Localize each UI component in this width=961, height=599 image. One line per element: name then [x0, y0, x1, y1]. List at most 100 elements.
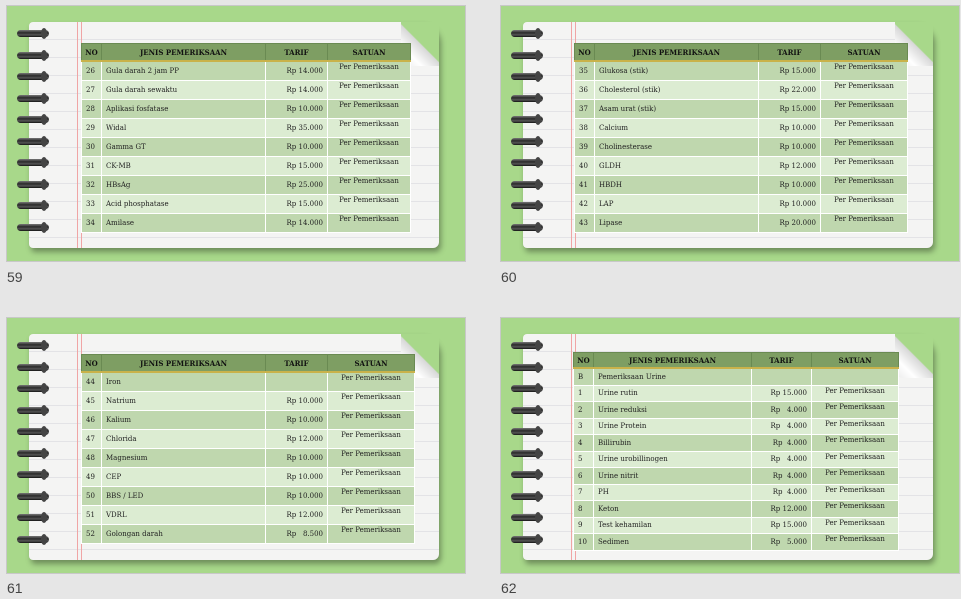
cell-unit: Per Pemeriksaan — [327, 371, 415, 392]
cell-unit: Per Pemeriksaan — [811, 384, 899, 402]
cell-unit: Per Pemeriksaan — [327, 213, 411, 233]
table-row: 35 Glukosa (stik) Rp 15.000 Per Pemeriksaan — [574, 60, 908, 81]
spiral-ring-icon — [511, 157, 543, 168]
spiral-ring-icon — [17, 114, 49, 125]
cell-exam-name: CEP — [101, 467, 266, 487]
table-header-row: NO JENIS PEMERIKSAAN TARIF SATUAN — [573, 352, 899, 369]
cell-exam-name: Asam urat (stik) — [594, 99, 759, 119]
cell-exam-name: Calcium — [594, 118, 759, 138]
table-row: 47 Chlorida Rp 12.000 Per Pemeriksaan — [81, 429, 415, 449]
cell-exam-name: Chlorida — [101, 429, 266, 449]
cell-price: Rp 15.000 — [265, 156, 328, 176]
slide-number: 60 — [501, 269, 517, 285]
table-row: 38 Calcium Rp 10.000 Per Pemeriksaan — [574, 118, 908, 138]
cell-price: Rp 10.000 — [265, 137, 328, 157]
table-header-row: NO JENIS PEMERIKSAAN TARIF SATUAN — [81, 43, 411, 62]
table-row: 27 Gula darah sewaktu Rp 14.000 Per Pemerik… — [81, 80, 411, 100]
spiral-ring-icon — [511, 178, 543, 190]
cell-price: Rp 12.000 — [265, 505, 328, 525]
cell-exam-name: HBsAg — [101, 175, 266, 195]
spiral-ring-icon — [511, 361, 543, 373]
cell-exam-name: LAP — [594, 194, 759, 214]
table-row: 43 Lipase Rp 20.000 Per Pemeriksaan — [574, 213, 908, 233]
slide-thumbnail-61[interactable]: NO JENIS PEMERIKSAAN TARIF SATUAN 44 Iron… — [7, 318, 465, 573]
cell-unit: Per Pemeriksaan — [811, 401, 899, 419]
header-exam: JENIS PEMERIKSAAN — [593, 352, 752, 369]
slide-thumbnail-59[interactable]: NO JENIS PEMERIKSAAN TARIF SATUAN 26 Gula… — [7, 6, 465, 261]
table-row: B Pemeriksaan Urine — [573, 367, 899, 386]
cell-unit: Per Pemeriksaan — [811, 533, 899, 551]
spiral-ring-icon — [511, 221, 543, 233]
cell-no: 29 — [81, 118, 102, 138]
spiral-ring-icon — [17, 512, 49, 523]
cell-unit: Per Pemeriksaan — [820, 60, 908, 81]
price-table: NO JENIS PEMERIKSAAN TARIF SATUAN B Pemer… — [573, 352, 899, 551]
cell-no: 38 — [574, 118, 595, 138]
table-row: 3 Urine Protein Rp 4.000 Per Pemeriksaan — [573, 417, 899, 435]
cell-price: Rp 4.000 — [751, 401, 812, 419]
spiral-ring-icon — [511, 512, 543, 523]
cell-exam-name: Gula darah 2 jam PP — [101, 60, 266, 81]
cell-price: Rp 35.000 — [265, 118, 328, 138]
cell-price: Rp 10.000 — [265, 99, 328, 119]
cell-exam-name: Glukosa (stik) — [594, 60, 759, 81]
cell-no: 49 — [81, 467, 102, 487]
cell-exam-name: Natrium — [101, 391, 266, 411]
cell-no: 44 — [81, 371, 102, 392]
spiral-ring-icon — [17, 200, 49, 211]
cell-exam-name: Billirubin — [593, 434, 752, 452]
table-row: 9 Test kehamilan Rp 15.000 Per Pemeriksaan — [573, 516, 899, 534]
slide-thumbnail-62[interactable]: NO JENIS PEMERIKSAAN TARIF SATUAN B Pemer… — [501, 318, 959, 573]
table-row: 46 Kalium Rp 10.000 Per Pemeriksaan — [81, 410, 415, 430]
cell-no: 50 — [81, 486, 102, 506]
table-row: 2 Urine reduksi Rp 4.000 Per Pemeriksaan — [573, 401, 899, 419]
cell-price: Rp 10.000 — [265, 391, 328, 411]
header-no: NO — [81, 354, 102, 373]
table-row: 7 PH Rp 4.000 Per Pemeriksaan — [573, 483, 899, 501]
spiral-ring-icon — [511, 469, 543, 480]
header-unit: SATUAN — [327, 354, 415, 373]
notebook-page: NO JENIS PEMERIKSAAN TARIF SATUAN B Pemer… — [511, 334, 933, 560]
table-row: 52 Golongan darah Rp 8.500 Per Pemeriksaan — [81, 524, 415, 544]
cell-exam-name: BBS / LED — [101, 486, 266, 506]
spiral-ring-icon — [17, 383, 49, 394]
spiral-ring-icon — [511, 114, 543, 125]
table-row: 36 Cholesterol (stik) Rp 22.000 Per Pemerik… — [574, 80, 908, 100]
cell-unit: Per Pemeriksaan — [327, 486, 415, 506]
cell-exam-name: CK-MB — [101, 156, 266, 176]
table-row: 42 LAP Rp 10.000 Per Pemeriksaan — [574, 194, 908, 214]
cell-exam-name: Urine rutin — [593, 384, 752, 402]
spiral-ring-icon — [17, 447, 49, 459]
spiral-ring-icon — [17, 49, 49, 61]
header-exam: JENIS PEMERIKSAAN — [101, 354, 266, 373]
cell-price: Rp 4.000 — [751, 467, 812, 485]
cell-exam-name: Test kehamilan — [593, 516, 752, 534]
header-price: TARIF — [758, 43, 821, 62]
cell-price: Rp 10.000 — [265, 410, 328, 430]
spiral-ring-icon — [17, 157, 49, 168]
cell-price: Rp 4.000 — [751, 434, 812, 452]
header-price: TARIF — [265, 354, 328, 373]
cell-no: 32 — [81, 175, 102, 195]
spiral-ring-icon — [17, 221, 49, 233]
cell-unit: Per Pemeriksaan — [327, 137, 411, 157]
spiral-ring-icon — [511, 404, 543, 416]
cell-no: 52 — [81, 524, 102, 544]
spiral-ring-icon — [511, 490, 543, 502]
cell-unit: Per Pemeriksaan — [327, 429, 415, 449]
cell-price: Rp 15.000 — [265, 194, 328, 214]
cell-unit: Per Pemeriksaan — [811, 450, 899, 468]
cell-no: 7 — [573, 483, 594, 501]
slide-thumbnail-60[interactable]: NO JENIS PEMERIKSAAN TARIF SATUAN 35 Gluk… — [501, 6, 959, 261]
cell-price: Rp 15.000 — [758, 99, 821, 119]
cell-exam-name: Acid phosphatase — [101, 194, 266, 214]
cell-no: 40 — [574, 156, 595, 176]
cell-no: 42 — [574, 194, 595, 214]
cell-no: 31 — [81, 156, 102, 176]
cell-price: Rp 15.000 — [758, 60, 821, 81]
cell-no: 4 — [573, 434, 594, 452]
spiral-ring-icon — [511, 200, 543, 211]
cell-no: 41 — [574, 175, 595, 195]
cell-unit: Per Pemeriksaan — [811, 483, 899, 501]
cell-unit: Per Pemeriksaan — [820, 118, 908, 138]
